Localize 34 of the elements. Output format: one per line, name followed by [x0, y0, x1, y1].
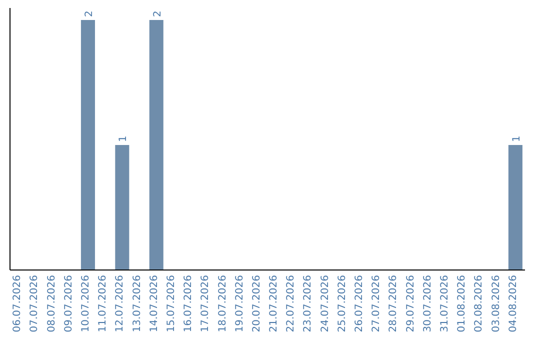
x-tick-label: 13.07.2026: [132, 275, 143, 332]
x-tick-label: 10.07.2026: [80, 275, 92, 332]
x-tick-label: 02.08.2026: [474, 275, 485, 332]
x-tick-label: 16.07.2026: [183, 275, 194, 332]
x-tick-label: 11.07.2026: [98, 275, 109, 332]
x-tick-label: 14.07.2026: [148, 275, 160, 332]
x-tick-label: 07.07.2026: [29, 275, 40, 332]
x-tick-label: 19.07.2026: [234, 275, 246, 332]
x-tick-label: 01.08.2026: [456, 275, 468, 332]
x-tick-label: 29.07.2026: [405, 275, 416, 332]
x-tick-label: 28.07.2026: [388, 275, 400, 332]
x-tick-label: 24.07.2026: [320, 275, 331, 332]
x-tick-label: 15.07.2026: [166, 275, 177, 332]
data-label: 1: [118, 136, 130, 142]
x-tick-label: 27.07.2026: [371, 275, 382, 332]
x-tick-label: 25.07.2026: [336, 275, 348, 332]
data-label: 1: [511, 136, 522, 142]
x-tick-label: 30.07.2026: [422, 275, 434, 332]
data-label: 2: [152, 10, 164, 17]
x-tick-label: 08.07.2026: [46, 275, 58, 332]
x-tick-label: 26.07.2026: [354, 275, 366, 332]
x-tick-label: 22.07.2026: [286, 275, 297, 332]
data-label: 2: [84, 10, 95, 17]
x-tick-label: 18.07.2026: [217, 275, 228, 332]
x-tick-label: 04.08.2026: [508, 275, 519, 332]
x-tick-label: 12.07.2026: [114, 275, 126, 332]
x-tick-label: 23.07.2026: [302, 275, 314, 332]
x-tick-label: 20.07.2026: [251, 275, 262, 332]
x-tick-label: 03.08.2026: [490, 275, 502, 332]
x-tick-label: 09.07.2026: [63, 275, 74, 332]
x-tick-label: 31.07.2026: [440, 275, 451, 332]
x-tick-label: 06.07.2026: [12, 275, 24, 332]
x-tick-label: 17.07.2026: [200, 275, 212, 332]
x-tick-label: 21.07.2026: [268, 275, 280, 332]
